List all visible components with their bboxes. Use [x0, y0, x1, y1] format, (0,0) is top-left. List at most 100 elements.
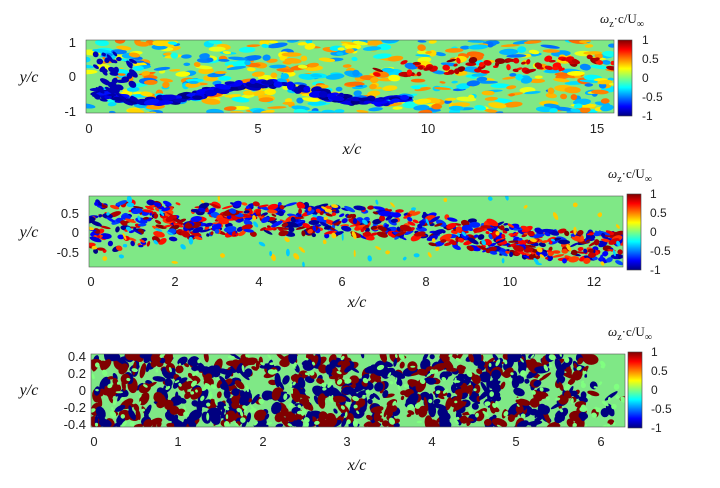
- vorticity-blob: [432, 229, 445, 236]
- vorticity-blob: [400, 395, 405, 401]
- vorticity-blob: [204, 222, 213, 227]
- panel-1-yticks: 1 0 -1: [64, 35, 76, 119]
- vorticity-blob: [499, 225, 505, 231]
- vorticity-blob: [616, 240, 621, 247]
- vorticity-blob: [216, 391, 222, 399]
- vorticity-blob: [253, 221, 259, 228]
- vorticity-blob: [264, 413, 270, 420]
- vorticity-blob: [580, 380, 585, 384]
- vorticity-blob: [269, 64, 287, 69]
- vorticity-blob: [358, 224, 366, 228]
- panel-2-xtick-2: 4: [255, 274, 262, 289]
- vorticity-blob: [216, 401, 226, 410]
- vorticity-blob: [115, 391, 123, 394]
- vorticity-blob: [507, 414, 515, 422]
- vorticity-blob: [600, 360, 606, 367]
- vorticity-blob: [568, 256, 580, 263]
- vorticity-blob: [199, 228, 211, 233]
- vorticity-blob: [99, 233, 112, 240]
- vorticity-blob: [569, 390, 578, 397]
- vorticity-blob: [598, 381, 603, 386]
- vorticity-blob: [554, 414, 564, 424]
- panel-2-field: [88, 195, 624, 268]
- vorticity-blob: [484, 418, 492, 426]
- vorticity-blob: [249, 78, 257, 85]
- vorticity-blob: [537, 375, 543, 379]
- vorticity-blob: [100, 78, 111, 86]
- vorticity-blob: [363, 100, 373, 104]
- vorticity-blob: [231, 106, 250, 110]
- vorticity-blob: [512, 245, 525, 252]
- vorticity-blob: [548, 354, 556, 361]
- vorticity-blob: [578, 40, 591, 43]
- vorticity-blob: [206, 402, 211, 407]
- vorticity-blob: [604, 391, 618, 401]
- vorticity-blob: [178, 382, 182, 387]
- vorticity-blob: [214, 398, 218, 406]
- vorticity-blob: [307, 229, 313, 234]
- vorticity-blob: [571, 59, 581, 65]
- vorticity-blob: [93, 93, 101, 100]
- vorticity-blob: [480, 225, 494, 229]
- vorticity-blob: [523, 244, 537, 248]
- vorticity-blob: [113, 66, 119, 74]
- vorticity-blob: [484, 96, 498, 101]
- vorticity-blob: [224, 94, 242, 98]
- panel-2: 0 2 4 6 8 10 12 0.5 0 -0.5 x/c y/c 1 0.5…: [18, 166, 671, 311]
- panel-2-frame: [88, 195, 624, 268]
- vorticity-blob: [410, 78, 426, 83]
- vorticity-blob: [92, 51, 99, 58]
- vorticity-blob: [499, 48, 519, 56]
- vorticity-blob: [495, 231, 500, 236]
- vorticity-blob: [284, 237, 290, 243]
- vorticity-blob: [251, 71, 265, 77]
- vorticity-blob: [137, 223, 147, 227]
- vorticity-blob: [593, 386, 598, 389]
- vorticity-blob: [331, 395, 347, 403]
- vorticity-blob: [372, 211, 379, 215]
- vorticity-blob: [383, 407, 389, 418]
- vorticity-blob: [153, 393, 160, 401]
- vorticity-blob: [473, 234, 479, 238]
- vorticity-blob: [141, 408, 145, 412]
- vorticity-blob: [183, 411, 189, 417]
- vorticity-blob: [400, 60, 408, 65]
- vorticity-blob: [95, 406, 106, 419]
- panel-3-colorbar: 1 0.5 0 -0.5 -1 ωz·c/U∞: [608, 324, 672, 435]
- vorticity-blob: [608, 43, 614, 48]
- vorticity-blob: [167, 41, 178, 45]
- vorticity-blob: [407, 213, 411, 217]
- vorticity-blob: [442, 388, 448, 394]
- vorticity-blob: [395, 209, 404, 213]
- vorticity-blob: [339, 213, 345, 218]
- vorticity-blob: [516, 420, 529, 427]
- vorticity-blob: [600, 98, 610, 104]
- vorticity-blob: [547, 87, 555, 95]
- vorticity-blob: [411, 85, 421, 90]
- vorticity-blob: [429, 216, 440, 223]
- vorticity-blob: [545, 92, 557, 99]
- panel-2-cbtick-1: 0.5: [650, 206, 667, 220]
- panel-2-cbtick-0: 1: [650, 187, 657, 201]
- vorticity-blob: [267, 106, 287, 109]
- vorticity-blob: [364, 40, 384, 46]
- vorticity-blob: [242, 90, 254, 96]
- vorticity-blob: [166, 212, 177, 219]
- vorticity-blob: [312, 214, 318, 218]
- vorticity-blob: [552, 66, 559, 71]
- vorticity-blob: [267, 209, 278, 214]
- vorticity-blob: [259, 40, 270, 46]
- vorticity-blob: [317, 417, 329, 427]
- vorticity-blob: [451, 80, 458, 84]
- vorticity-blob: [133, 423, 144, 427]
- vorticity-blob: [164, 378, 173, 387]
- vorticity-blob: [223, 225, 237, 233]
- vorticity-blob: [175, 202, 181, 206]
- panel-2-colorbar-label: ωz·c/U∞: [608, 166, 652, 185]
- vorticity-blob: [414, 403, 421, 409]
- vorticity-blob: [566, 418, 574, 427]
- vorticity-blob: [558, 382, 564, 391]
- vorticity-blob: [425, 420, 436, 427]
- vorticity-blob: [139, 392, 150, 406]
- vorticity-blob: [174, 420, 184, 427]
